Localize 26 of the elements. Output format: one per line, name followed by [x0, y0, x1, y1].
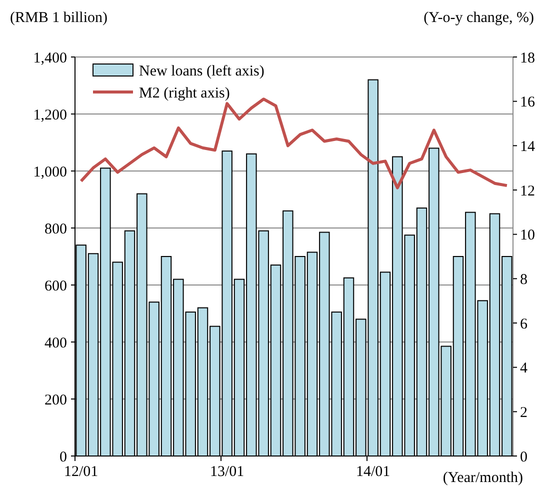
y2-tick-label: 2 — [520, 404, 528, 421]
y-tick-label: 0 — [60, 449, 67, 466]
y2-tick-label: 6 — [520, 316, 528, 332]
y-tick-label: 1,200 — [33, 107, 67, 124]
y2-tick-label: 0 — [520, 449, 528, 466]
y2-tick-label: 12 — [520, 183, 535, 200]
y2-tick-label: 18 — [520, 50, 535, 66]
y2-tick-label: 14 — [520, 138, 536, 155]
y-tick-label: 800 — [44, 221, 67, 238]
y2-axis-title: (Y-o-y change, %) — [424, 10, 534, 26]
y-tick-label: 200 — [44, 392, 67, 408]
x-tick-label: 13/01 — [210, 464, 244, 480]
legend-label: New loans (left axis) — [139, 63, 264, 80]
y2-tick-label: 16 — [520, 94, 536, 111]
y2-tick-label: 8 — [520, 272, 528, 288]
y-tick-label: 1,400 — [33, 50, 67, 66]
legend-label: M2 (right axis) — [139, 85, 230, 102]
y-tick-label: 400 — [44, 335, 67, 352]
x-tick-label: 14/01 — [356, 464, 390, 480]
x-tick-label: 12/01 — [64, 464, 98, 480]
y-tick-label: 1,000 — [33, 164, 67, 180]
y-axis-title: (RMB 1 billion) — [10, 10, 108, 26]
y2-tick-label: 10 — [520, 228, 535, 244]
y-tick-label: 600 — [44, 278, 67, 294]
x-axis-title: (Year/month) — [442, 470, 523, 486]
y2-tick-label: 4 — [520, 360, 528, 377]
